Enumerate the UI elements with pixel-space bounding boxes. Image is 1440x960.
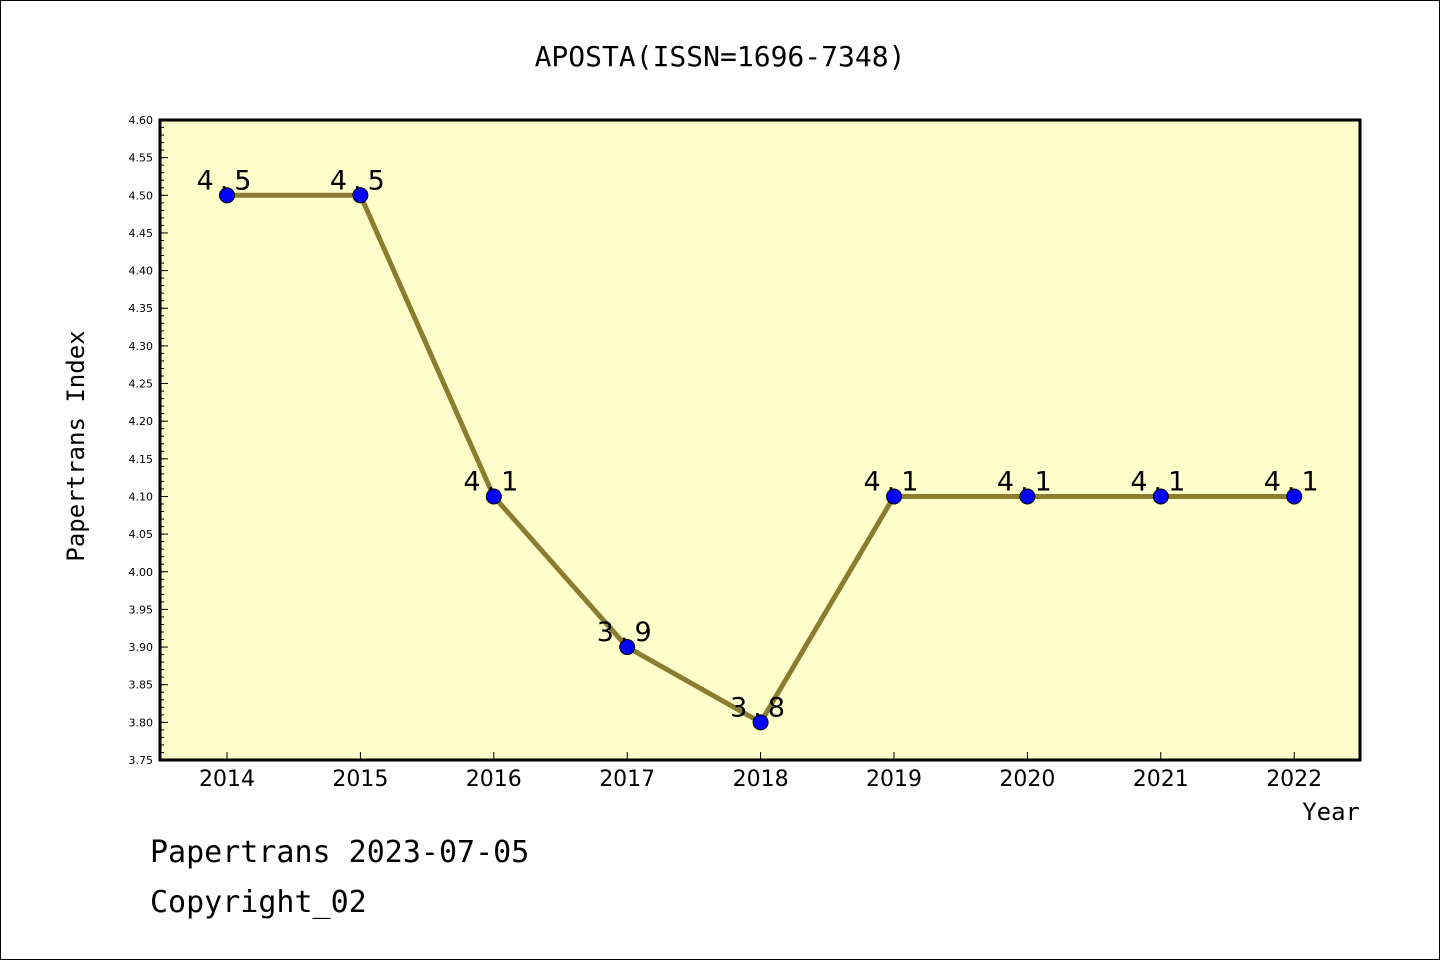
- data-point: [1019, 488, 1036, 505]
- x-tick-label: 2017: [599, 767, 655, 792]
- data-label: 4.1: [1130, 466, 1191, 497]
- data-label-group: 4.5 4.5 4.1 3.9 3.8 4.1 4.1 4.1 4.1: [197, 165, 1325, 723]
- y-tick-label: 3.90: [129, 641, 154, 654]
- plot-area: [158, 118, 1362, 762]
- y-tick-label: 4.60: [129, 114, 154, 127]
- x-tick-label: 2018: [733, 767, 789, 792]
- x-tick-label: 2021: [1133, 767, 1189, 792]
- y-tick-label: 4.40: [129, 265, 154, 278]
- data-label: 4.1: [997, 466, 1058, 497]
- footer-copyright: Copyright_02: [150, 885, 367, 920]
- x-tick-label: 2019: [866, 767, 922, 792]
- x-tick-label: 2020: [999, 767, 1055, 792]
- x-axis-label: Year: [1302, 798, 1360, 826]
- y-tick-label: 3.80: [129, 716, 154, 729]
- y-tick-label: 4.00: [129, 566, 154, 579]
- y-tick-label: 4.30: [129, 340, 154, 353]
- data-label: 3.8: [730, 692, 791, 723]
- y-tick-label: 3.75: [129, 754, 154, 767]
- y-axis-label: Papertrans Index: [62, 330, 90, 561]
- x-axis: 2014 2015 2016 2017 2018 2019 2020 2021 2022: [199, 752, 1322, 792]
- y-tick-label: 4.45: [129, 227, 154, 240]
- y-tick-label: 4.55: [129, 152, 154, 165]
- data-point: [1152, 488, 1169, 505]
- chart-title: APOSTA(ISSN=1696-7348): [535, 40, 906, 73]
- x-tick-label: 2015: [332, 767, 388, 792]
- y-tick-label: 4.35: [129, 302, 154, 315]
- data-label: 4.1: [1264, 466, 1325, 497]
- y-tick-label: 4.20: [129, 415, 154, 428]
- data-point: [1286, 488, 1303, 505]
- data-point: [886, 488, 902, 505]
- data-point: [619, 639, 636, 656]
- data-point: [219, 187, 235, 204]
- data-point: [752, 714, 769, 731]
- data-label: 4.5: [197, 165, 258, 196]
- x-tick-label: 2022: [1266, 767, 1322, 792]
- y-tick-label: 4.25: [129, 378, 154, 391]
- x-tick-label: 2014: [199, 767, 255, 792]
- data-point: [485, 488, 502, 505]
- data-label: 4.1: [864, 466, 925, 497]
- y-tick-label: 3.85: [129, 679, 154, 692]
- data-label: 4.1: [463, 466, 524, 497]
- data-label: 4.5: [330, 165, 391, 196]
- x-tick-label: 2016: [466, 767, 522, 792]
- footer-date: Papertrans 2023-07-05: [150, 835, 530, 870]
- marker-group: [219, 187, 1303, 731]
- y-tick-label: 4.50: [129, 189, 154, 202]
- y-tick-label: 3.95: [129, 603, 154, 616]
- data-label: 3.9: [597, 617, 658, 648]
- y-tick-label: 4.15: [129, 453, 154, 466]
- y-tick-label: 4.05: [129, 528, 154, 541]
- y-axis: 3.75 3.80 3.85 3.90 3.95 4.00 4.05 4.10 4.15 4.20…: [129, 114, 168, 767]
- y-tick-label: 4.10: [129, 490, 154, 503]
- data-point: [352, 187, 369, 204]
